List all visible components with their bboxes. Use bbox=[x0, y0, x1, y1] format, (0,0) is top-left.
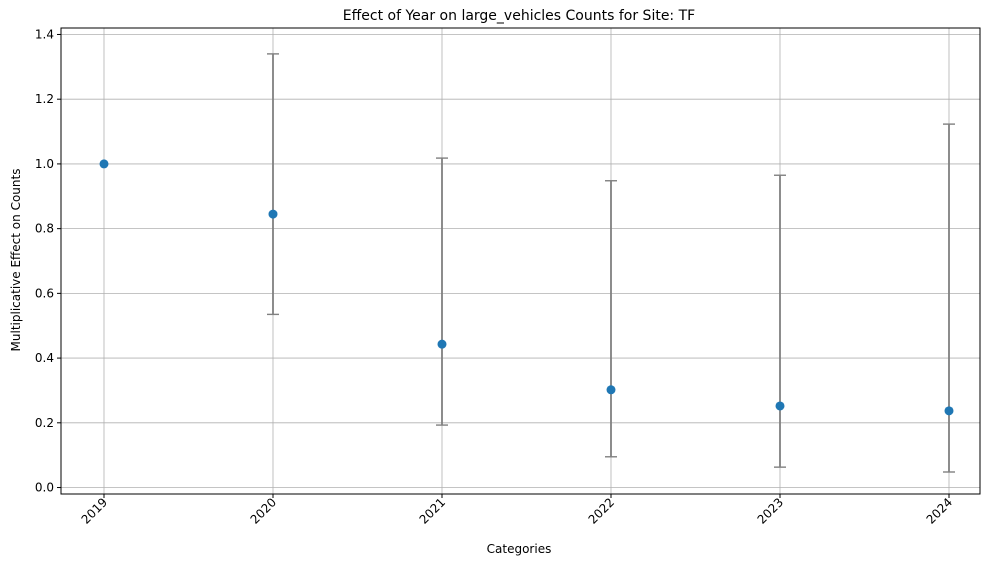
y-tick-label: 1.2 bbox=[35, 92, 54, 106]
y-tick-label: 0.6 bbox=[35, 286, 54, 300]
ticks: 0.0 0.2 0.4 0.6 0.8 1.0 1.2 1.4 2019 2020 2021 2022… bbox=[35, 27, 955, 526]
chart-title: Effect of Year on large_vehicles Counts … bbox=[343, 8, 695, 24]
data-point bbox=[99, 159, 109, 169]
y-tick-label: 0.4 bbox=[35, 351, 54, 365]
data-point bbox=[437, 339, 447, 349]
x-tick-label: 2023 bbox=[755, 495, 786, 526]
grid bbox=[61, 28, 980, 494]
x-axis-label: Categories bbox=[487, 542, 552, 556]
x-tick-label: 2022 bbox=[586, 495, 617, 526]
y-tick-label: 1.4 bbox=[35, 27, 54, 41]
x-tick-label: 2024 bbox=[924, 495, 955, 526]
x-tick-label: 2021 bbox=[417, 495, 448, 526]
plot-frame bbox=[60, 27, 981, 495]
y-axis-label: Multiplicative Effect on Counts bbox=[9, 169, 23, 352]
data-points bbox=[99, 159, 954, 416]
y-tick-label: 0.0 bbox=[35, 481, 54, 495]
data-point bbox=[268, 209, 278, 219]
y-tick-label: 0.8 bbox=[35, 222, 54, 236]
y-tick-label: 1.0 bbox=[35, 157, 54, 171]
data-point bbox=[606, 385, 616, 395]
data-point bbox=[775, 401, 785, 411]
x-tick-label: 2019 bbox=[79, 495, 110, 526]
y-tick-label: 0.2 bbox=[35, 416, 54, 430]
data-point bbox=[944, 406, 954, 416]
x-tick-label: 2020 bbox=[248, 495, 279, 526]
